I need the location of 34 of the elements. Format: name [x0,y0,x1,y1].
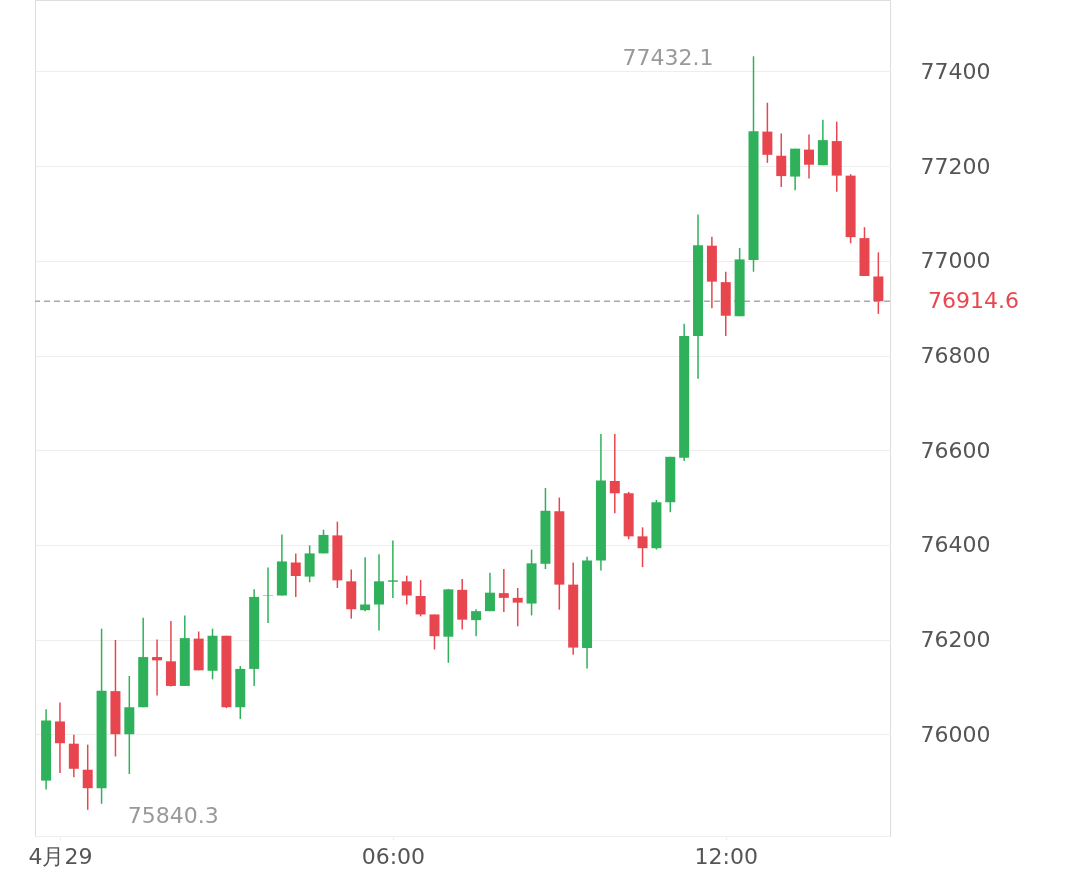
candlestick [82,743,93,811]
candlestick [290,552,301,598]
x-tick-label: 06:00 [361,843,426,869]
ref-line-label: 76914.6 [928,288,1019,314]
y-tick-label: 77200 [920,153,991,179]
candlestick [484,572,495,612]
candlestick [429,613,440,651]
y-tick-label: 76800 [920,343,991,369]
candlestick [512,587,523,628]
x-tick-label: 12:00 [694,843,758,869]
annotation: 75840.3 [127,802,219,828]
candlestick [152,638,163,697]
candlestick [803,133,814,180]
candlestick [54,701,65,774]
candlestick [263,566,274,624]
candlestick [304,544,315,584]
y-tick-label: 76000 [920,721,991,747]
annotation: 77432.1 [622,45,714,71]
candlestick [401,574,412,606]
candlestick [471,608,482,637]
candlestick [637,526,648,568]
candlestick [776,132,787,188]
candlestick [762,101,773,164]
y-tick-label: 76600 [920,437,991,463]
x-tick-label: 4月29 [28,843,93,869]
candlestick [415,579,426,618]
candlestick [498,568,509,613]
y-tick-label: 77400 [920,58,991,84]
y-tick-label: 76200 [920,627,991,653]
candlestick [387,539,398,599]
candlestick [609,433,620,514]
y-tick-label: 77000 [920,248,991,274]
candlestick [374,553,384,632]
y-tick-label: 76400 [920,532,991,558]
